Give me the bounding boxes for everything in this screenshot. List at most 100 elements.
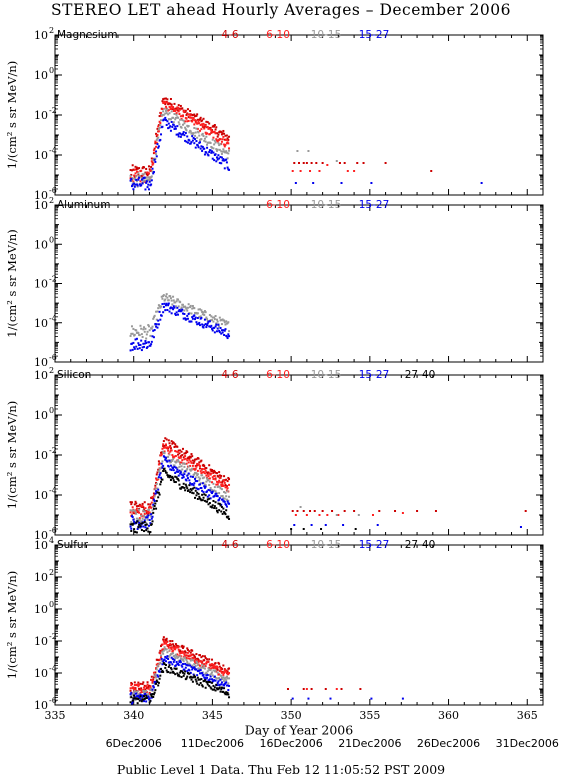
- data-point-4-6: [225, 478, 228, 481]
- data-point-10-15: [223, 321, 226, 324]
- data-point-15-27: [185, 663, 188, 666]
- data-point-10-15: [174, 116, 177, 119]
- data-point-15-27: [151, 335, 154, 338]
- data-point-10-15: [213, 143, 216, 146]
- data-point-6-10: [209, 473, 212, 476]
- data-point-4-6: [151, 681, 154, 684]
- data-point-4-6: [226, 137, 229, 140]
- data-point-27-40: [150, 523, 153, 526]
- data-point-4-6: [223, 138, 226, 141]
- data-point-27-40: [179, 671, 182, 674]
- data-point-15-27: [216, 495, 219, 498]
- data-point-27-40: [142, 698, 145, 701]
- data-point-6-10: [151, 495, 154, 498]
- data-point-27-40: [140, 529, 143, 532]
- data-point-15-27: [226, 684, 229, 687]
- data-point-6-10: [157, 125, 160, 128]
- data-point-15-27: [215, 156, 218, 159]
- data-point-6-10: [212, 665, 215, 668]
- data-point-15-27: [144, 340, 147, 343]
- data-point-10-15: [189, 468, 192, 471]
- data-point-10-15: [194, 131, 197, 134]
- data-point-15-27: [223, 334, 226, 337]
- data-point-10-15: [211, 674, 214, 677]
- data-point-27-40: [156, 491, 159, 494]
- data-point-4-6: [416, 510, 419, 512]
- data-point-6-10: [164, 443, 167, 446]
- data-point-10-15: [206, 477, 209, 480]
- data-point-15-27: [212, 151, 215, 154]
- data-point-15-27: [198, 321, 201, 324]
- data-point-4-6: [202, 117, 205, 120]
- data-point-4-6: [138, 688, 141, 691]
- data-point-4-6: [160, 451, 163, 454]
- data-point-6-10: [133, 168, 136, 171]
- data-point-6-10: [210, 472, 213, 475]
- data-point-6-10: [162, 446, 165, 449]
- data-point-10-15: [155, 318, 158, 321]
- data-point-10-15: [138, 518, 141, 521]
- data-point-4-6: [155, 135, 158, 138]
- data-point-15-27: [169, 464, 172, 467]
- data-point-27-40: [193, 486, 196, 489]
- date-label: 11Dec2006: [180, 737, 245, 750]
- data-point-10-15: [211, 146, 214, 149]
- y-tick-label: 10: [34, 571, 48, 584]
- data-point-4-6: [205, 120, 208, 123]
- data-point-6-10: [161, 108, 164, 111]
- data-point-4-6: [164, 437, 167, 440]
- data-point-4-6: [211, 470, 214, 473]
- data-point-15-27: [167, 304, 170, 307]
- data-point-6-10: [192, 117, 195, 120]
- data-point-4-6: [191, 114, 194, 117]
- data-point-10-15: [195, 472, 198, 475]
- data-point-4-6: [186, 648, 189, 651]
- data-point-10-15: [155, 482, 158, 485]
- data-point-6-10: [222, 135, 225, 138]
- data-point-6-10: [162, 640, 165, 643]
- data-point-4-6: [224, 484, 227, 487]
- data-point-6-10: [167, 452, 170, 455]
- data-point-6-10: [194, 119, 197, 122]
- data-point-10-15: [149, 334, 152, 337]
- data-point-15-27: [206, 146, 209, 149]
- data-point-15-27: [147, 188, 150, 191]
- data-point-10-15: [146, 694, 149, 697]
- data-point-15-27: [166, 655, 169, 658]
- data-point-4-6: [210, 470, 213, 473]
- data-point-6-10: [203, 663, 206, 666]
- data-point-27-40: [158, 677, 161, 680]
- data-point-15-27: [206, 322, 209, 325]
- data-point-15-27: [130, 178, 133, 181]
- data-point-6-10: [133, 174, 136, 177]
- data-point-6-10: [139, 691, 142, 694]
- data-point-15-27: [129, 693, 132, 696]
- data-point-4-6: [221, 480, 224, 483]
- data-point-10-15: [187, 465, 190, 468]
- data-point-15-27: [150, 179, 153, 182]
- data-point-27-40: [164, 664, 167, 667]
- data-point-15-27: [218, 497, 221, 500]
- data-point-4-6: [343, 162, 346, 164]
- data-point-27-40: [157, 496, 160, 499]
- data-point-4-6: [170, 440, 173, 443]
- data-point-6-10: [215, 480, 218, 483]
- data-point-6-10: [187, 461, 190, 464]
- data-point-6-10: [194, 662, 197, 665]
- data-point-10-15: [224, 491, 227, 494]
- data-point-27-40: [144, 697, 147, 700]
- data-point-6-10: [207, 127, 210, 130]
- data-point-10-15: [189, 304, 192, 307]
- data-point-15-27: [180, 664, 183, 667]
- data-point-10-15: [140, 176, 143, 179]
- data-point-4-6: [207, 471, 210, 474]
- data-point-10-15: [191, 133, 194, 136]
- data-point-27-40: [132, 522, 135, 525]
- data-point-27-40: [162, 470, 165, 473]
- data-point-6-10: [213, 663, 216, 666]
- data-point-6-10: [142, 688, 145, 691]
- data-point-15-27: [152, 685, 155, 688]
- data-point-6-10: [150, 506, 153, 509]
- data-point-4-6: [135, 502, 138, 505]
- data-point-15-27: [191, 316, 194, 319]
